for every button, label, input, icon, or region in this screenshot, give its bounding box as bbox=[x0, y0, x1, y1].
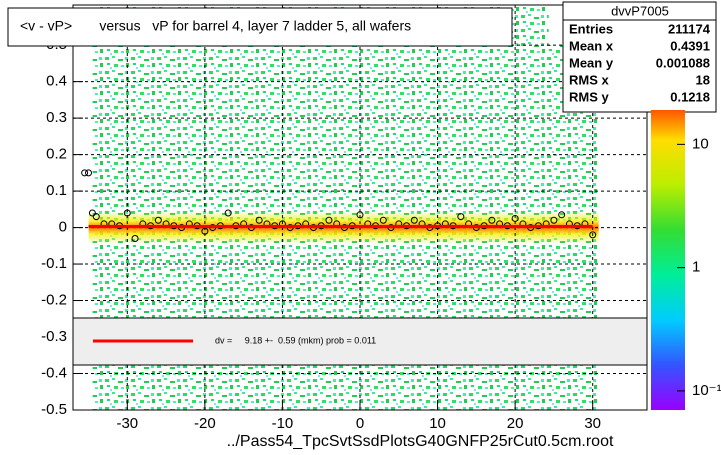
profile-point bbox=[154, 216, 162, 224]
profile-point bbox=[356, 211, 364, 219]
legend-text: dv = 9.18 +- 0.59 (mkm) prob = 0.011 bbox=[215, 335, 376, 345]
chart-title: <v - vP> versus vP for barrel 4, layer 7… bbox=[20, 18, 411, 34]
x-tick-label: 10 bbox=[429, 415, 446, 432]
profile-point bbox=[123, 209, 131, 217]
y-tick-label: 0.1 bbox=[46, 182, 67, 199]
profile-point bbox=[255, 216, 263, 224]
stats-value: 0.001088 bbox=[656, 55, 710, 70]
profile-point bbox=[92, 213, 100, 221]
y-tick-label: -0.1 bbox=[41, 255, 67, 272]
x-tick-label: 30 bbox=[584, 415, 601, 432]
y-tick-label: 0.4 bbox=[46, 73, 67, 90]
stats-title: dvvP7005 bbox=[611, 3, 669, 18]
y-tick-label: 0.3 bbox=[46, 109, 67, 126]
z-tick-label: 1 bbox=[692, 259, 700, 276]
stats-label: RMS y bbox=[569, 89, 610, 104]
stats-label: Entries bbox=[569, 21, 613, 36]
profile-point bbox=[410, 216, 418, 224]
profile-point bbox=[85, 169, 93, 177]
profile-point bbox=[131, 235, 139, 243]
y-tick-label: 0 bbox=[59, 219, 67, 236]
profile-point bbox=[550, 216, 558, 224]
x-tick-label: -10 bbox=[272, 415, 294, 432]
profile-point bbox=[325, 216, 333, 224]
profile-point bbox=[511, 214, 519, 222]
stats-label: Mean x bbox=[569, 38, 614, 53]
stats-value: 0.1218 bbox=[670, 89, 710, 104]
x-axis-label: ../Pass54_TpcSvtSsdPlotsG40GNFP25rCut0.5… bbox=[227, 433, 614, 450]
stats-value: 0.4391 bbox=[670, 38, 710, 53]
stats-value: 211174 bbox=[668, 21, 711, 36]
z-tick-label: 10⁻¹ bbox=[692, 382, 721, 399]
profile-point bbox=[457, 213, 465, 221]
stats-value: 18 bbox=[696, 72, 710, 87]
profile-point bbox=[589, 231, 597, 239]
profile-point bbox=[224, 209, 232, 217]
profile-point bbox=[558, 211, 566, 219]
color-bar bbox=[651, 110, 685, 410]
stats-label: RMS x bbox=[569, 72, 610, 87]
x-tick-label: -20 bbox=[194, 415, 216, 432]
profile-point bbox=[88, 209, 96, 217]
y-tick-label: -0.3 bbox=[41, 328, 67, 345]
z-tick-label: 10 bbox=[692, 135, 709, 152]
y-tick-label: -0.2 bbox=[41, 292, 67, 309]
x-tick-label: -30 bbox=[116, 415, 138, 432]
profile-point bbox=[379, 216, 387, 224]
x-tick-label: 20 bbox=[507, 415, 524, 432]
profile-point bbox=[488, 216, 496, 224]
y-tick-label: -0.4 bbox=[41, 364, 67, 381]
y-tick-label: 0.2 bbox=[46, 146, 67, 163]
stats-label: Mean y bbox=[569, 55, 614, 70]
profile-point bbox=[201, 227, 209, 235]
y-tick-label: -0.5 bbox=[41, 401, 67, 418]
plot-frame bbox=[72, 4, 648, 411]
profile-point bbox=[81, 169, 89, 177]
title-box bbox=[7, 7, 513, 47]
x-tick-label: 0 bbox=[356, 415, 364, 432]
